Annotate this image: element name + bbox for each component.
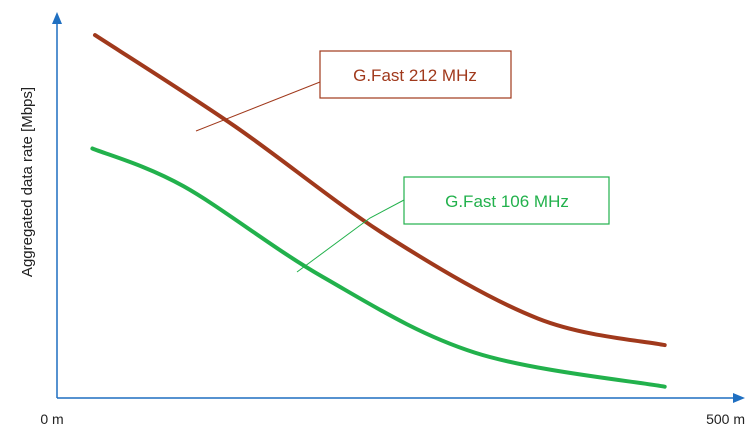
callout-label: G.Fast 212 MHz [353,66,477,85]
x-tick-label-start: 0 m [40,411,63,427]
x-tick-label-end: 500 m [706,411,745,427]
callout-leader-212 [195,81,321,132]
series-line-g-fast-212-mhz [93,33,667,348]
callout-leader-106 [296,199,405,273]
y-axis-arrow-icon [52,12,62,24]
callout-box [319,50,512,99]
callout-box [403,176,610,225]
y-axis-title: Aggregated data rate [Mbps] [19,87,36,277]
axes [52,12,745,403]
callout-g-fast-212: G.Fast 212 MHz [319,50,512,99]
x-axis-arrow-icon [733,393,745,403]
callout-label: G.Fast 106 MHz [445,192,569,211]
series-line-g-fast-106-mhz [90,146,667,389]
callout-g-fast-106: G.Fast 106 MHz [403,176,610,225]
